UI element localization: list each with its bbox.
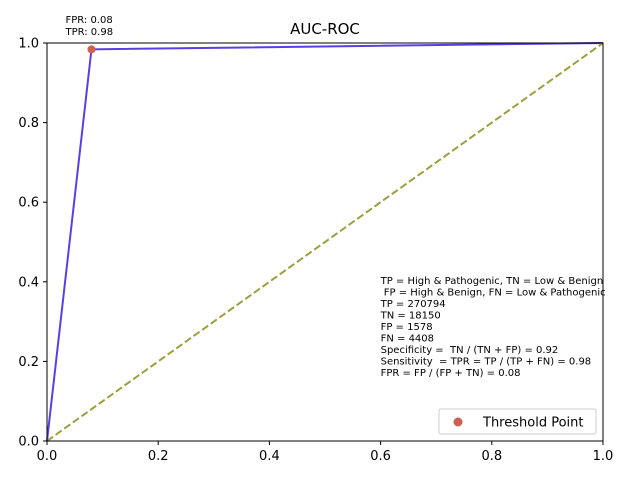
- y-tick-label: 0.0: [18, 435, 39, 450]
- x-tick-label: 0.4: [259, 449, 280, 464]
- metrics-annotation: TP = High & Pathogenic, TN = Low & Benig…: [380, 276, 606, 379]
- metrics-annotation-line: FP = High & Benign, FN = Low & Pathogeni…: [381, 287, 606, 298]
- threshold-point-label-line: FPR: 0.08: [65, 15, 112, 26]
- legend-frame: [438, 408, 597, 435]
- x-tick-label: 0.8: [481, 449, 502, 464]
- metrics-annotation-line: FPR = FP / (FP + TN) = 0.08: [381, 368, 521, 379]
- metrics-annotation-line: FP = 1578: [381, 322, 433, 333]
- y-tick-label: 0.8: [18, 116, 39, 131]
- legend: Threshold Point: [438, 408, 597, 435]
- metrics-annotation-line: FN = 4408: [381, 333, 434, 344]
- x-axis-ticks: 0.0 0.2 0.4 0.6 0.8 1.0: [37, 441, 614, 464]
- threshold-point-marker: [87, 45, 96, 54]
- metrics-annotation-line: Sensitivity = TPR = TP / (TP + FN) = 0.9…: [381, 356, 592, 367]
- threshold-point-label-line: TPR: 0.98: [64, 27, 113, 38]
- y-tick-label: 0.2: [18, 355, 39, 370]
- metrics-annotation-line: TP = High & Pathogenic, TN = Low & Benig…: [380, 276, 604, 287]
- metrics-annotation-line: TP = 270794: [380, 299, 446, 310]
- chart-title: AUC-ROC: [290, 20, 360, 38]
- y-axis-ticks: 0.0 0.2 0.4 0.6 0.8 1.0: [18, 37, 47, 450]
- y-tick-label: 1.0: [18, 37, 39, 52]
- point-layer: [87, 45, 96, 54]
- x-tick-label: 0.0: [37, 449, 58, 464]
- y-tick-label: 0.6: [18, 196, 39, 211]
- metrics-annotation-line: TN = 18150: [380, 310, 441, 321]
- plot-frame: [46, 42, 604, 442]
- x-tick-label: 0.6: [370, 449, 391, 464]
- metrics-annotation-line: Specificity = TN / (TN + FP) = 0.92: [381, 345, 559, 356]
- y-tick-label: 0.4: [18, 275, 39, 290]
- x-tick-label: 0.2: [148, 449, 169, 464]
- legend-marker-threshold-point: [453, 417, 463, 427]
- diagonal-reference-line: [46, 42, 604, 442]
- legend-label-threshold-point: Threshold Point: [482, 416, 583, 431]
- x-tick-label: 1.0: [593, 449, 614, 464]
